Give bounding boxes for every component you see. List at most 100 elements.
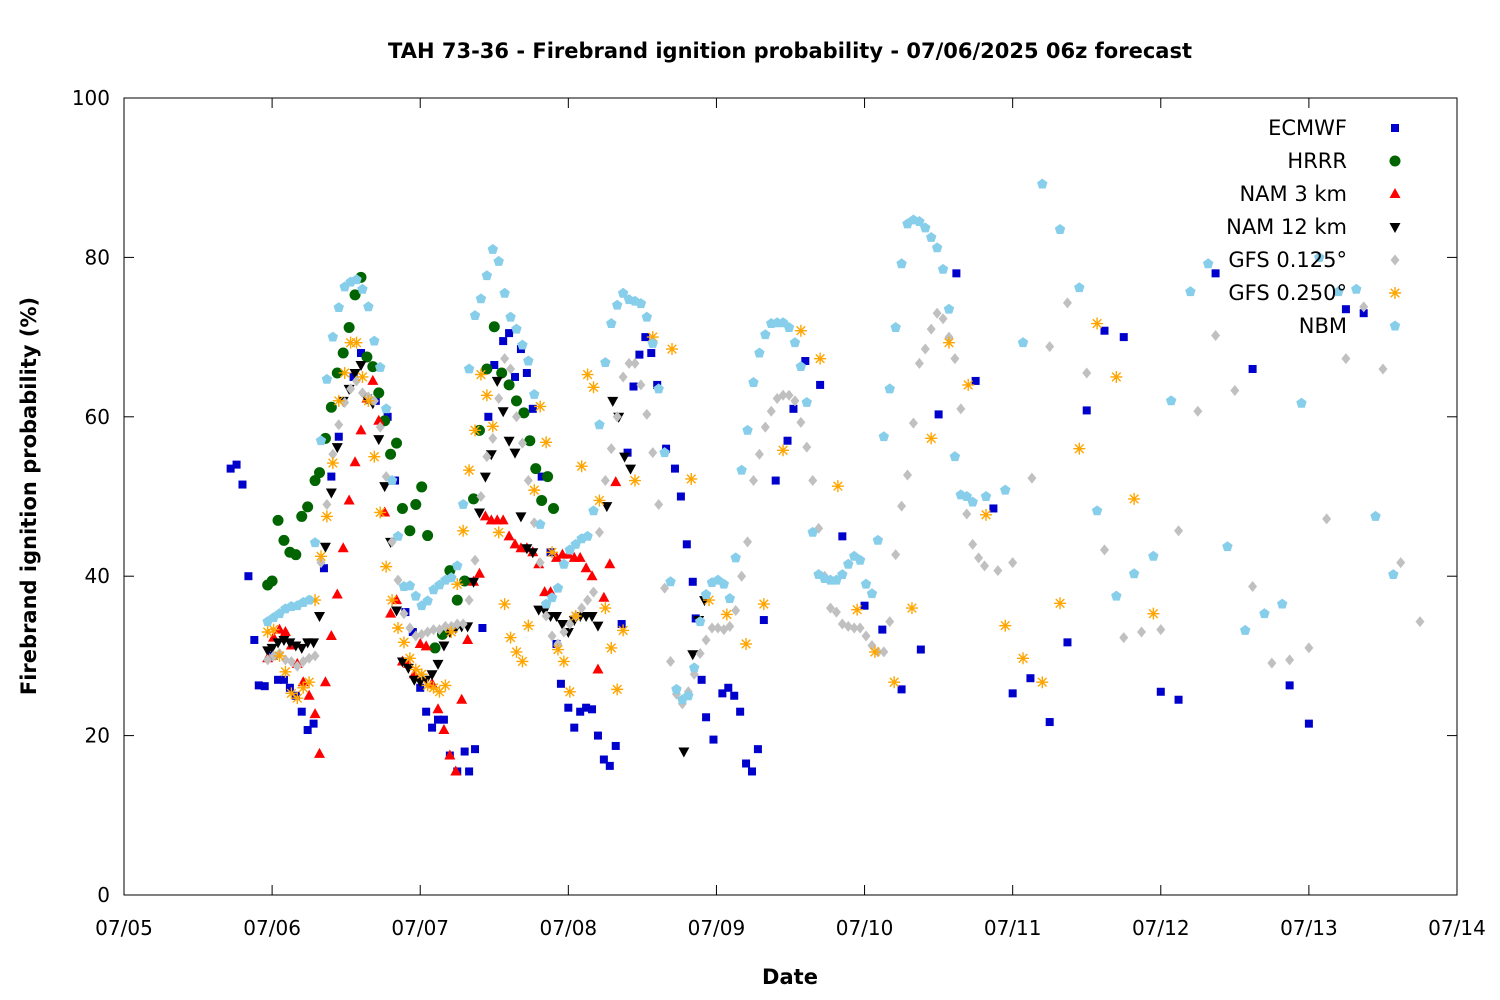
data-point bbox=[478, 624, 487, 633]
data-point bbox=[709, 735, 718, 744]
legend-marker bbox=[1389, 188, 1401, 198]
data-point bbox=[625, 464, 637, 475]
data-point bbox=[1017, 337, 1029, 348]
data-point bbox=[790, 395, 800, 407]
data-point bbox=[594, 419, 605, 430]
data-point bbox=[280, 654, 290, 666]
data-point bbox=[319, 676, 331, 687]
data-point bbox=[551, 643, 564, 656]
x-tick-label: 07/11 bbox=[984, 916, 1042, 940]
data-point bbox=[486, 420, 499, 433]
data-point bbox=[334, 432, 343, 441]
data-point bbox=[393, 574, 403, 586]
data-point bbox=[373, 435, 385, 446]
data-point bbox=[611, 299, 623, 310]
legend-marker bbox=[1389, 155, 1401, 167]
data-point bbox=[509, 448, 521, 459]
data-point bbox=[592, 663, 604, 674]
data-point bbox=[314, 612, 326, 623]
data-point bbox=[349, 368, 361, 379]
data-point bbox=[757, 598, 770, 611]
data-point bbox=[349, 456, 361, 467]
data-point bbox=[505, 329, 514, 338]
data-point bbox=[760, 329, 771, 340]
data-point bbox=[980, 508, 993, 521]
data-point bbox=[914, 216, 925, 226]
data-point bbox=[703, 594, 716, 607]
data-point bbox=[238, 480, 247, 489]
data-point bbox=[920, 343, 930, 355]
data-point bbox=[349, 289, 361, 301]
x-tick-label: 07/10 bbox=[836, 916, 894, 940]
data-point bbox=[1211, 330, 1221, 342]
data-point bbox=[878, 625, 887, 634]
data-point bbox=[404, 580, 416, 591]
data-point bbox=[748, 377, 759, 387]
data-point bbox=[648, 447, 658, 459]
data-point bbox=[814, 352, 827, 365]
data-point bbox=[831, 606, 841, 618]
data-point bbox=[297, 707, 306, 716]
data-point bbox=[373, 414, 385, 425]
data-point bbox=[956, 403, 966, 415]
data-point bbox=[730, 552, 741, 563]
data-point bbox=[838, 532, 847, 541]
data-point bbox=[309, 594, 322, 607]
data-point bbox=[743, 536, 753, 548]
data-point bbox=[587, 381, 600, 394]
data-point bbox=[589, 586, 599, 598]
data-point bbox=[849, 622, 859, 634]
data-point bbox=[914, 357, 924, 369]
data-point bbox=[843, 558, 854, 569]
data-point bbox=[777, 444, 790, 457]
data-point bbox=[604, 558, 616, 569]
data-point bbox=[920, 222, 931, 233]
data-point bbox=[837, 569, 848, 580]
data-point bbox=[851, 603, 864, 616]
data-point bbox=[272, 638, 284, 649]
data-point bbox=[1296, 397, 1307, 408]
data-point bbox=[557, 655, 570, 668]
data-point bbox=[309, 708, 321, 719]
data-point bbox=[420, 640, 432, 651]
data-point bbox=[1396, 557, 1406, 569]
data-point bbox=[854, 554, 866, 565]
data-point bbox=[866, 588, 878, 599]
data-point bbox=[931, 242, 943, 253]
data-point bbox=[319, 542, 331, 553]
data-point bbox=[479, 510, 491, 521]
y-axis-label: Firebrand ignition probability (%) bbox=[17, 297, 41, 695]
data-point bbox=[261, 625, 274, 638]
data-point bbox=[464, 594, 474, 606]
data-point bbox=[707, 622, 717, 634]
data-point bbox=[515, 512, 527, 523]
data-point bbox=[1026, 674, 1035, 683]
data-point bbox=[783, 322, 795, 332]
data-point bbox=[962, 508, 972, 520]
data-point bbox=[683, 690, 694, 701]
data-point bbox=[356, 370, 369, 383]
data-point bbox=[583, 594, 593, 606]
series-5 bbox=[261, 317, 1160, 705]
data-point bbox=[266, 575, 278, 587]
data-point bbox=[1359, 301, 1369, 313]
data-point bbox=[422, 595, 433, 606]
data-point bbox=[1341, 305, 1350, 314]
x-tick-label: 07/08 bbox=[540, 916, 598, 940]
data-point bbox=[1062, 297, 1072, 309]
data-point bbox=[925, 231, 937, 242]
data-point bbox=[1128, 492, 1141, 505]
data-point bbox=[1359, 309, 1368, 318]
data-point bbox=[647, 349, 656, 358]
data-point bbox=[1119, 632, 1129, 644]
data-point bbox=[678, 747, 690, 758]
data-point bbox=[415, 668, 428, 681]
data-point bbox=[989, 504, 998, 513]
data-point bbox=[438, 641, 450, 652]
data-point bbox=[646, 331, 659, 344]
x-tick-label: 07/14 bbox=[1428, 916, 1486, 940]
data-point bbox=[463, 464, 476, 477]
legend-label: ECMWF bbox=[1268, 116, 1347, 140]
data-point bbox=[802, 441, 812, 453]
